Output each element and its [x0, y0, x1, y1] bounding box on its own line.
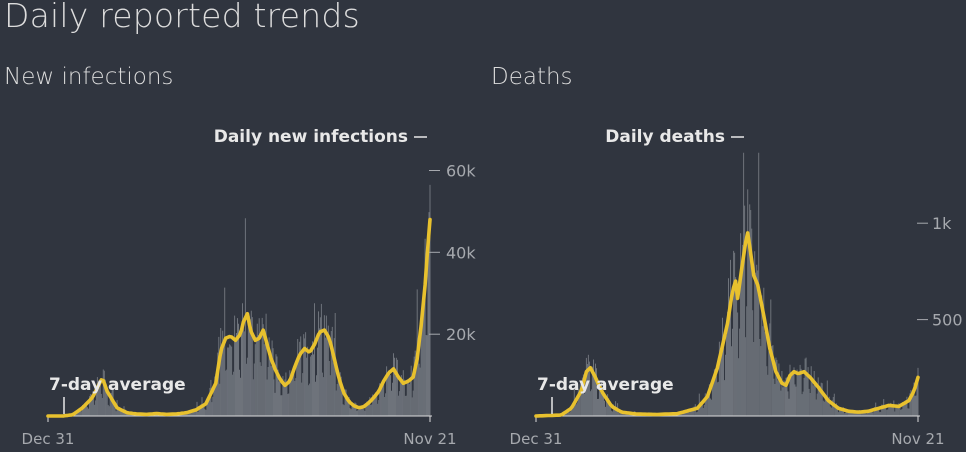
y-tick-label: 1k — [932, 214, 952, 233]
infections-y-axis: 20k 40k 60k — [429, 162, 476, 344]
y-tick-label: 20k — [446, 325, 476, 344]
deaths-chart: 500 1k Dec 31 Nov 21 Daily deaths 7-day a… — [510, 127, 963, 448]
chart-title-infections: New infections — [4, 64, 174, 90]
x-end-label: Nov 21 — [403, 430, 456, 448]
deaths-7day-average-line — [534, 231, 920, 418]
infections-chart: 20k 40k 60k Dec 31 Nov 21 Daily new infect… — [22, 127, 477, 448]
x-start-label: Dec 31 — [22, 430, 75, 448]
daily-deaths-label: Daily deaths — [605, 127, 725, 147]
x-end-label: Nov 21 — [891, 430, 944, 448]
y-tick-label: 500 — [932, 311, 963, 330]
seven-day-average-label: 7-day average — [49, 375, 186, 395]
deaths-annotations: Daily deaths 7-day average — [537, 127, 744, 414]
infections-7day-average-line — [46, 217, 432, 418]
deaths-x-axis: Dec 31 Nov 21 — [510, 415, 945, 448]
chart-title-deaths: Deaths — [491, 64, 573, 90]
seven-day-average-label: 7-day average — [537, 375, 674, 395]
daily-new-infections-label: Daily new infections — [214, 127, 408, 147]
infections-annotations: Daily new infections 7-day average — [49, 127, 427, 414]
infections-x-axis: Dec 31 Nov 21 — [22, 415, 457, 448]
deaths-y-axis: 500 1k — [917, 214, 963, 330]
y-tick-label: 40k — [446, 243, 476, 262]
page-title: Daily reported trends — [4, 0, 360, 35]
y-tick-label: 60k — [446, 162, 476, 181]
x-start-label: Dec 31 — [510, 430, 563, 448]
